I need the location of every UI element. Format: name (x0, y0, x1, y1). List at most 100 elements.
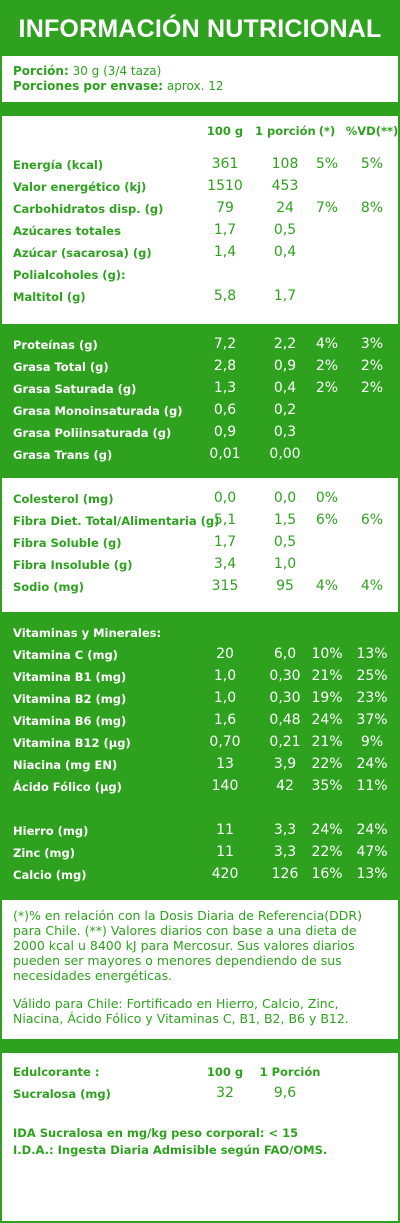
nutrient-row: Vitamina B12 (µg) 0,70 0,21 21% 9% (2, 732, 398, 754)
percent-vd: 2% (360, 358, 384, 374)
percent-ddr: 21% (311, 734, 343, 750)
nutrient-label: Grasa Poliinsaturada (g) (13, 426, 172, 440)
value-portion: 0,00 (269, 446, 301, 462)
percent-ddr: 24% (311, 712, 343, 728)
value-100g: 0,0 (213, 490, 237, 506)
value-portion: 0,4 (273, 380, 297, 396)
nutrient-label: Vitamina B1 (mg) (13, 670, 127, 684)
ida-info: IDA Sucralosa en mg/kg peso corporal: < … (2, 1125, 398, 1159)
servings-label: Porciones por envase: (13, 79, 164, 93)
percent-ddr: 24% (311, 822, 343, 838)
value-100g: 7,2 (213, 336, 237, 352)
value-portion: 2,2 (273, 336, 297, 352)
value-100g: 1,0 (213, 668, 237, 684)
nutrient-label: Colesterol (mg) (13, 492, 114, 506)
ida-definition: I.D.A.: Ingesta Diaria Admisible según F… (13, 1143, 328, 1157)
nutrient-row: Vitamina C (mg) 20 6,0 10% 13% (2, 644, 398, 666)
nutrient-label: Grasa Trans (g) (13, 448, 113, 462)
sucralose-100g: 32 (216, 1085, 234, 1101)
value-100g: 1,3 (213, 380, 237, 396)
percent-vd: 23% (356, 690, 388, 706)
nutrient-row: Valor energético (kj) 1510 453 (2, 176, 398, 198)
percent-ddr: 2% (315, 380, 339, 396)
divider-bar (2, 102, 398, 116)
footnote-fortified: Válido para Chile: Fortificado en Hierro… (13, 996, 349, 1026)
percent-vd: 25% (356, 668, 388, 684)
nutrient-label: Vitaminas y Minerales: (13, 626, 162, 640)
nutrient-label: Maltitol (g) (13, 290, 86, 304)
nutrient-row: Energía (kcal) 361 108 5% 5% (2, 154, 398, 176)
percent-vd: 13% (356, 866, 388, 882)
value-portion: 0,2 (273, 402, 297, 418)
percent-ddr: 35% (311, 778, 343, 794)
nutrient-row: Maltitol (g) 5,8 1,7 (2, 286, 398, 308)
percent-vd: 24% (356, 822, 388, 838)
nutrient-label: Hierro (mg) (13, 824, 89, 838)
nutrient-row: Hierro (mg) 11 3,3 24% 24% (2, 820, 398, 842)
ida-sucralose: IDA Sucralosa en mg/kg peso corporal: < … (13, 1126, 299, 1140)
value-100g: 0,9 (213, 424, 237, 440)
sweetener-label: Edulcorante : (13, 1065, 100, 1079)
value-portion: 3,3 (273, 822, 297, 838)
percent-vd: 4% (360, 578, 384, 594)
percent-ddr: 22% (311, 844, 343, 860)
value-100g: 3,4 (213, 556, 237, 572)
percent-vd: 6% (360, 512, 384, 528)
value-100g: 140 (211, 778, 239, 794)
value-portion: 6,0 (273, 646, 297, 662)
value-portion: 1,5 (273, 512, 297, 528)
value-100g: 1,6 (213, 712, 237, 728)
percent-ddr: 4% (315, 578, 339, 594)
nutrient-row: Vitamina B2 (mg) 1,0 0,30 19% 23% (2, 688, 398, 710)
nutrient-row: Polialcoholes (g): (2, 264, 398, 286)
value-100g: 1,7 (213, 222, 237, 238)
percent-vd: 24% (356, 756, 388, 772)
value-portion: 0,5 (273, 222, 297, 238)
nutrient-label: Niacina (mg EN) (13, 758, 118, 772)
percent-ddr: 19% (311, 690, 343, 706)
nutrient-label: Polialcoholes (g): (13, 268, 126, 282)
nutrient-row: Ácido Fólico (µg) 140 42 35% 11% (2, 776, 398, 798)
value-portion: 24 (276, 200, 294, 216)
nutrient-row: Carbohidratos disp. (g) 79 24 7% 8% (2, 198, 398, 220)
nutrient-label: Azúcares totales (13, 224, 121, 238)
percent-vd: 47% (356, 844, 388, 860)
nutrient-row: Grasa Poliinsaturada (g) 0,9 0,3 (2, 422, 398, 444)
percent-ddr: 5% (315, 156, 339, 172)
value-portion: 1,7 (273, 288, 297, 304)
nutrient-label: Carbohidratos disp. (g) (13, 202, 164, 216)
value-portion: 0,0 (273, 490, 297, 506)
nutrient-label: Azúcar (sacarosa) (g) (13, 246, 152, 260)
sucralose-portion: 9,6 (273, 1085, 297, 1101)
servings-value: aprox. 12 (163, 79, 224, 93)
header-portion: 1 porción (255, 124, 316, 138)
label-title: INFORMACIÓN NUTRICIONAL (2, 2, 398, 56)
percent-vd: 11% (356, 778, 388, 794)
percent-ddr: 10% (311, 646, 343, 662)
column-header: 100 g 1 porción (*) %VD(**) (2, 116, 398, 146)
nutrient-row: Zinc (mg) 11 3,3 22% 47% (2, 842, 398, 864)
value-100g: 0,01 (209, 446, 241, 462)
nutrient-row: Grasa Monoinsaturada (g) 0,6 0,2 (2, 400, 398, 422)
percent-ddr: 21% (311, 668, 343, 684)
nutrient-row: Grasa Saturada (g) 1,3 0,4 2% 2% (2, 378, 398, 400)
nutrient-row: Vitamina B6 (mg) 1,6 0,48 24% 37% (2, 710, 398, 732)
nutrient-row: Grasa Trans (g) 0,01 0,00 (2, 444, 398, 466)
value-100g: 1510 (207, 178, 243, 194)
nutrient-label: Fibra Diet. Total/Alimentaria (g) (13, 514, 220, 528)
nutrient-label: Grasa Total (g) (13, 360, 109, 374)
value-portion: 108 (271, 156, 299, 172)
value-portion: 0,9 (273, 358, 297, 374)
value-portion: 0,4 (273, 244, 297, 260)
footnote-ddr: (*)% en relación con la Dosis Diaria de … (13, 908, 362, 983)
nutrient-row: Calcio (mg) 420 126 16% 13% (2, 864, 398, 886)
value-100g: 5,8 (213, 288, 237, 304)
nutrient-section: Colesterol (mg) 0,0 0,0 0% Fibra Diet. Total… (2, 478, 398, 612)
value-100g: 20 (216, 646, 234, 662)
nutrient-row: Azúcares totales 1,7 0,5 (2, 220, 398, 242)
nutrient-label: Fibra Insoluble (g) (13, 558, 133, 572)
value-portion: 0,30 (269, 668, 301, 684)
nutrient-label: Grasa Saturada (g) (13, 382, 137, 396)
nutrient-row: Grasa Total (g) 2,8 0,9 2% 2% (2, 356, 398, 378)
